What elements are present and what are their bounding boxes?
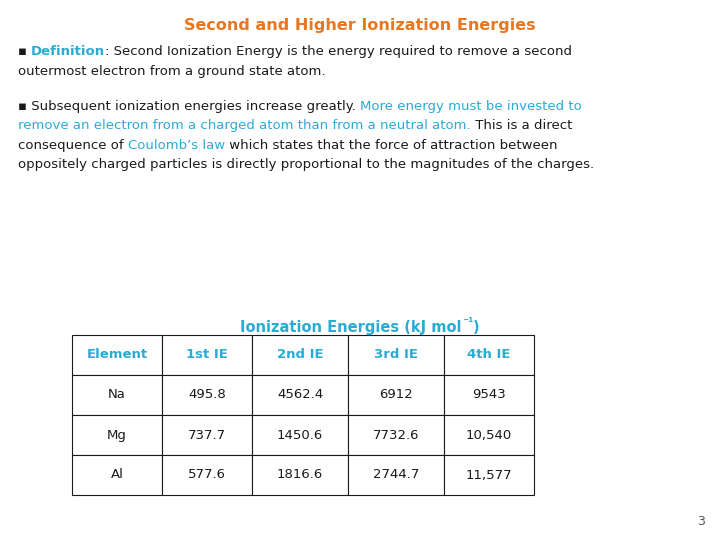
Text: 737.7: 737.7 <box>188 429 226 442</box>
Text: 9543: 9543 <box>472 388 506 402</box>
Text: oppositely charged particles is directly proportional to the magnitudes of the c: oppositely charged particles is directly… <box>18 158 594 171</box>
Text: consequence of: consequence of <box>18 139 128 152</box>
Bar <box>444 415 534 455</box>
Text: 1816.6: 1816.6 <box>277 469 323 482</box>
Bar <box>162 335 252 375</box>
Bar <box>444 375 534 415</box>
Text: 3rd IE: 3rd IE <box>374 348 418 361</box>
Bar <box>348 375 444 415</box>
Bar <box>444 455 534 495</box>
Text: 2744.7: 2744.7 <box>373 469 419 482</box>
Bar <box>72 335 162 375</box>
Bar <box>252 375 348 415</box>
Bar <box>162 375 252 415</box>
Bar <box>162 455 252 495</box>
Bar <box>444 335 534 375</box>
Text: 2nd IE: 2nd IE <box>276 348 323 361</box>
Text: 10,540: 10,540 <box>466 429 512 442</box>
Bar <box>348 455 444 495</box>
Text: outermost electron from a ground state atom.: outermost electron from a ground state a… <box>18 64 325 78</box>
Bar <box>72 415 162 455</box>
Bar <box>252 415 348 455</box>
Bar <box>162 415 252 455</box>
Text: ▪: ▪ <box>18 45 31 58</box>
Text: 11,577: 11,577 <box>466 469 513 482</box>
Text: : Second Ionization Energy is the energy required to remove a second: : Second Ionization Energy is the energy… <box>105 45 572 58</box>
Bar <box>348 415 444 455</box>
Text: 6912: 6912 <box>379 388 413 402</box>
Text: Definition: Definition <box>31 45 105 58</box>
Text: Element: Element <box>86 348 148 361</box>
Text: 7732.6: 7732.6 <box>373 429 419 442</box>
Text: which states that the force of attraction between: which states that the force of attractio… <box>225 139 557 152</box>
Text: ): ) <box>473 320 480 335</box>
Text: 577.6: 577.6 <box>188 469 226 482</box>
Text: Second and Higher Ionization Energies: Second and Higher Ionization Energies <box>184 18 536 33</box>
Text: 1450.6: 1450.6 <box>277 429 323 442</box>
Text: 4562.4: 4562.4 <box>277 388 323 402</box>
Text: 3: 3 <box>697 515 705 528</box>
Text: Al: Al <box>111 469 123 482</box>
Text: Ionization Energies (kJ mol: Ionization Energies (kJ mol <box>240 320 462 335</box>
Bar <box>348 335 444 375</box>
Text: 495.8: 495.8 <box>188 388 226 402</box>
Text: ▪ Subsequent ionization energies increase greatly.: ▪ Subsequent ionization energies increas… <box>18 99 360 113</box>
Text: More energy must be invested to: More energy must be invested to <box>360 99 582 113</box>
Text: 4th IE: 4th IE <box>467 348 510 361</box>
Text: Na: Na <box>108 388 126 402</box>
Text: Coulomb’s law: Coulomb’s law <box>128 139 225 152</box>
Bar <box>72 375 162 415</box>
Text: ⁻¹: ⁻¹ <box>462 316 473 329</box>
Bar <box>252 455 348 495</box>
Text: This is a direct: This is a direct <box>471 119 572 132</box>
Text: Mg: Mg <box>107 429 127 442</box>
Text: remove an electron from a charged atom than from a neutral atom.: remove an electron from a charged atom t… <box>18 119 471 132</box>
Bar <box>252 335 348 375</box>
Bar <box>72 455 162 495</box>
Text: 1st IE: 1st IE <box>186 348 228 361</box>
